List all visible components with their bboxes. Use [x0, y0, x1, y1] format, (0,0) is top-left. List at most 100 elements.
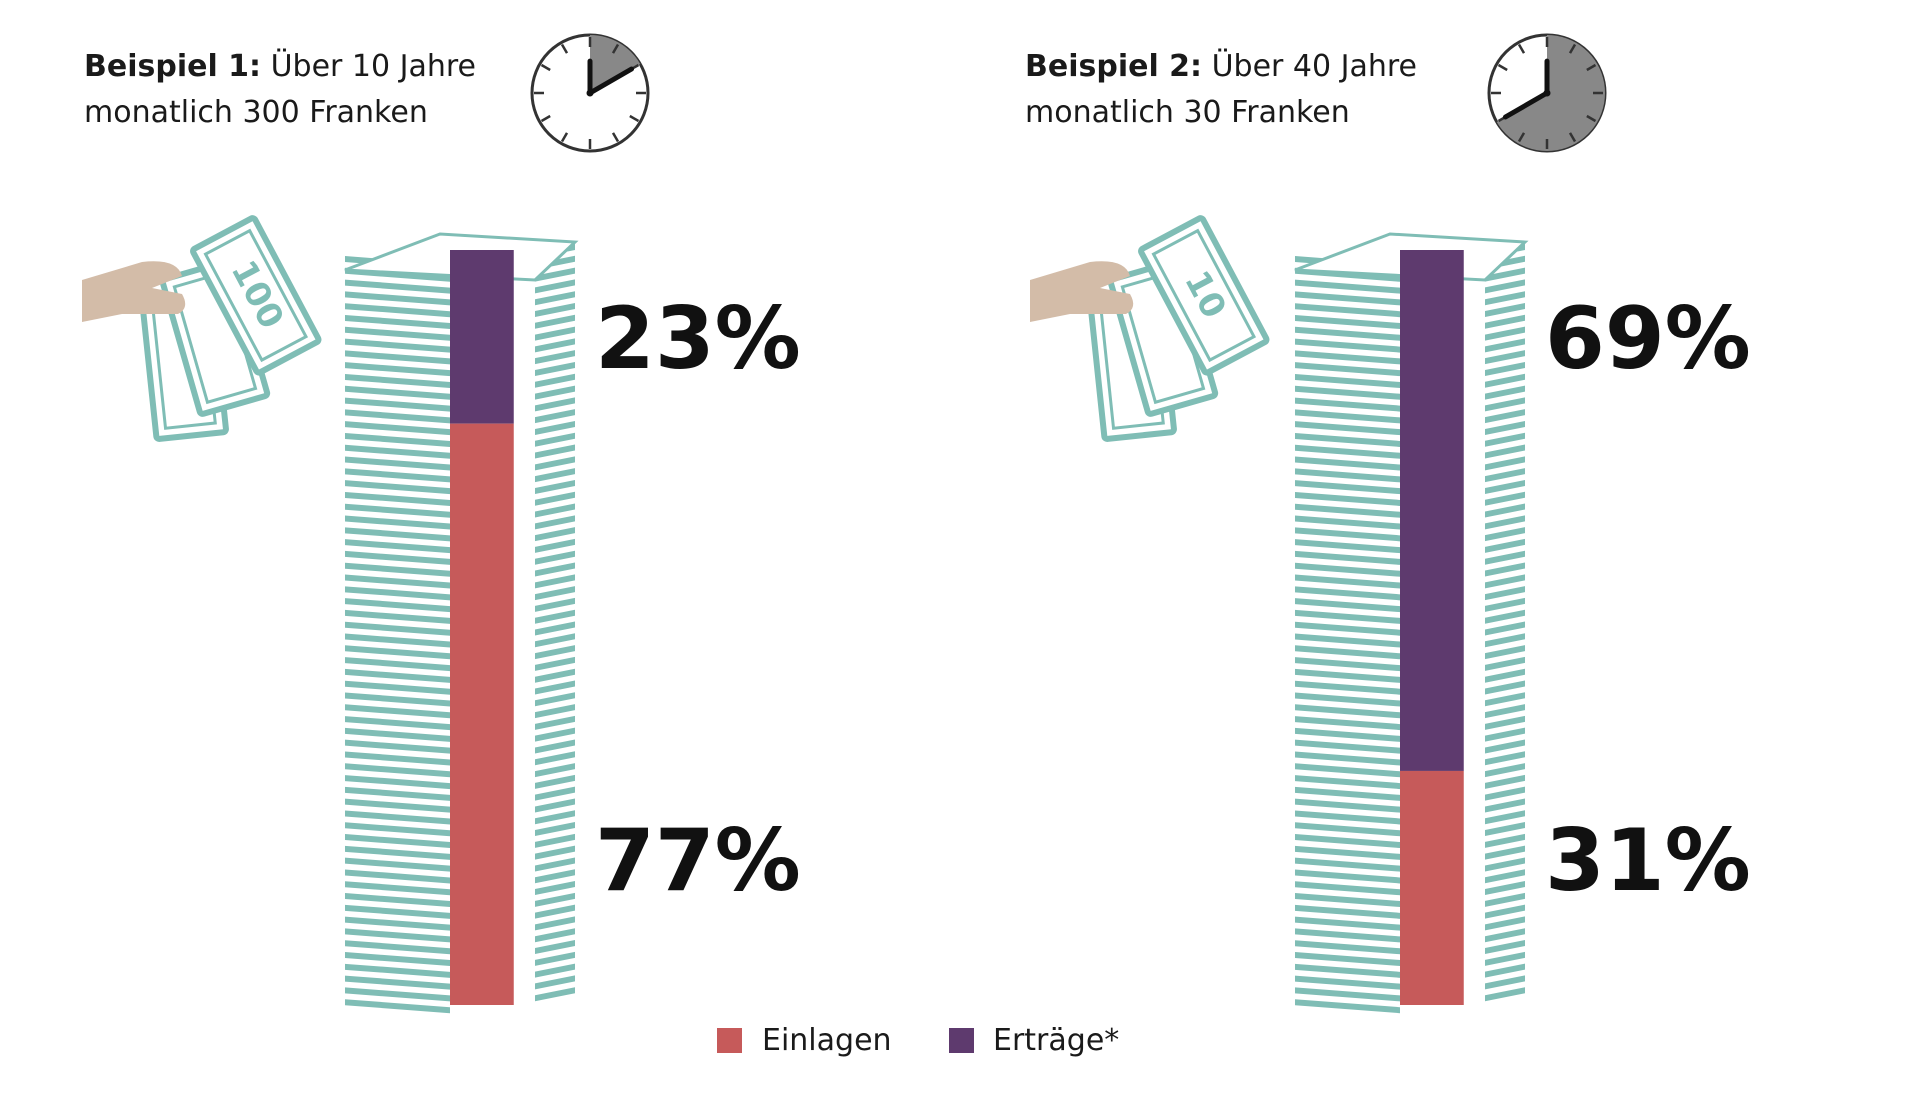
banknote-layer-left — [1295, 857, 1400, 872]
banknote-layer-left — [1295, 940, 1400, 955]
banknote-layer-left — [1295, 338, 1400, 353]
banknote-layer-right — [535, 692, 575, 707]
banknote-layer-left — [1295, 916, 1400, 931]
banknote-layer-right — [1485, 951, 1525, 966]
banknote-layer-right — [535, 668, 575, 683]
banknote-layer-left — [1295, 786, 1400, 801]
banknote-layer-right — [1485, 597, 1525, 612]
banknote-layer-right — [535, 904, 575, 919]
banknote-layer-left — [345, 409, 450, 424]
banknote-layer-right — [535, 479, 575, 494]
hand-with-banknotes-icon: 10 — [1030, 215, 1270, 442]
banknote-layer-left — [345, 444, 450, 459]
banknote-layer-left — [345, 303, 450, 318]
banknote-front: 10 — [1138, 215, 1270, 376]
banknote-layer-left — [1295, 704, 1400, 719]
banknote-layer-right — [535, 444, 575, 459]
banknote-layer-left — [1295, 326, 1400, 341]
banknote-layer-left — [345, 421, 450, 436]
banknote-layer-left — [1295, 621, 1400, 636]
banknote-layer-right — [535, 774, 575, 789]
banknote-layer-right — [535, 704, 575, 719]
legend-einlagen-label: Einlagen — [762, 1023, 892, 1058]
banknote-layer-left — [345, 503, 450, 518]
example-2-heading: Beispiel 2: Über 40 Jahre — [1025, 48, 1417, 84]
banknote-layer-left — [345, 491, 450, 506]
banknote-layer-left — [345, 468, 450, 483]
banknote-layer-left — [1295, 869, 1400, 884]
banknote-layer-right — [1485, 574, 1525, 589]
clock-minute-hand — [1502, 90, 1550, 120]
einlagen-percent-label-example-1: 77% — [595, 811, 801, 911]
example-1-heading: Beispiel 1: Über 10 Jahre — [84, 48, 476, 84]
banknote-layer-right — [535, 326, 575, 341]
ertraege-percent-label-example-1: 23% — [595, 289, 801, 389]
banknote-layer-right — [535, 350, 575, 365]
banknote-layer-left — [1295, 550, 1400, 565]
banknote-layer-left — [345, 657, 450, 672]
banknote-layer-left — [1295, 716, 1400, 731]
clock-tick — [1568, 43, 1577, 54]
banknote-layer-left — [345, 621, 450, 636]
banknote-layer-right — [535, 680, 575, 695]
banknote-layer-right — [535, 869, 575, 884]
banknote-layer-right — [1485, 633, 1525, 648]
banknote-layer-left — [345, 326, 450, 341]
banknote-layer-left — [1295, 645, 1400, 660]
banknote-layer-left — [1295, 515, 1400, 530]
banknote-layer-left — [345, 362, 450, 377]
banknote-layer-right — [535, 397, 575, 412]
banknote-layer-right — [1485, 727, 1525, 742]
money-stack-example-2 — [1294, 232, 1529, 1014]
banknote-layer-right — [1485, 338, 1525, 353]
example-2-heading-rest: Über 40 Jahre — [1202, 48, 1417, 84]
ertraege-bar-segment — [450, 250, 514, 424]
banknote-layer-right — [535, 550, 575, 565]
banknote-layer-right — [1485, 515, 1525, 530]
banknote-layer-left — [1295, 952, 1400, 967]
banknote-layer-left — [1295, 963, 1400, 978]
banknote-layer-right — [535, 338, 575, 353]
banknote-layer-left — [345, 987, 450, 1002]
banknote-border — [203, 228, 309, 363]
banknote-layer-left — [345, 845, 450, 860]
banknote-layer-right — [1485, 774, 1525, 789]
banknote-layer-left — [1295, 680, 1400, 695]
banknote-layer-left — [1295, 810, 1400, 825]
banknote-layer-right — [1485, 609, 1525, 624]
banknote-layer-left — [345, 786, 450, 801]
banknote-layer-right — [535, 314, 575, 329]
banknote-layer-right — [1485, 645, 1525, 660]
legend-einlagen-swatch — [717, 1028, 742, 1053]
banknote-layer-left — [1295, 834, 1400, 849]
banknote-layer-right — [535, 267, 575, 282]
legend: Einlagen Erträge* — [717, 1023, 1119, 1058]
banknote-layer-right — [535, 291, 575, 306]
banknote-layer-left — [345, 645, 450, 660]
banknote-layer-right — [1485, 798, 1525, 813]
banknote-layer-left — [345, 727, 450, 742]
einlagen-bar-segment — [1400, 770, 1464, 1005]
banknote-layer-right — [1485, 987, 1525, 1002]
banknote-layer-right — [1485, 704, 1525, 719]
banknote-layer-right — [1485, 916, 1525, 931]
banknote-layer-left — [1295, 291, 1400, 306]
banknote-layer-right — [535, 574, 575, 589]
banknote-layer-left — [345, 586, 450, 601]
banknote-layer-left — [345, 999, 450, 1014]
banknote-layer-left — [1295, 657, 1400, 672]
banknote-layer-right — [535, 420, 575, 435]
banknote-layer-right — [535, 845, 575, 860]
banknote-layer-right — [1485, 892, 1525, 907]
banknote-layer-right — [535, 538, 575, 553]
banknote-layer-right — [1485, 432, 1525, 447]
banknote-layer-left — [345, 633, 450, 648]
banknote-layer-left — [1295, 775, 1400, 790]
banknote-layer-left — [345, 609, 450, 624]
clock-center — [586, 89, 594, 97]
banknote-layer-left — [1295, 421, 1400, 436]
banknote-layer-left — [345, 975, 450, 990]
banknote-body — [1138, 215, 1270, 376]
banknote-layer-right — [1485, 751, 1525, 766]
hand-shape — [82, 261, 186, 322]
